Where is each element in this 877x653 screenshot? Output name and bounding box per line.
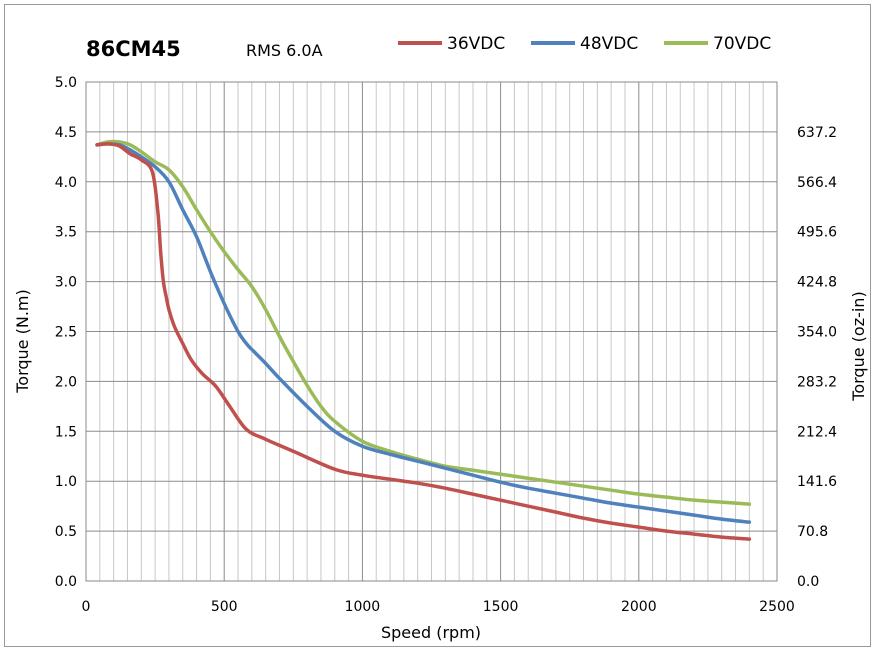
x-tick-label: 1000 [345, 599, 381, 615]
y-tick-label: 1.0 [55, 474, 77, 490]
chart-legend: 36VDC 48VDC 70VDC [398, 34, 771, 54]
y2-tick-label: 141.6 [797, 474, 837, 490]
y-tick-label: 3.5 [55, 225, 77, 241]
plot-border [85, 81, 778, 582]
y2-tick-label: 70.8 [797, 524, 828, 540]
y2-tick-label: 566.4 [797, 175, 837, 191]
y-axis-label: Torque (N.m) [13, 289, 32, 394]
grid-lines [86, 82, 777, 581]
tick-labels: 0.0 0.5 1.0 1.5 2.0 2.5 3.0 3.5 4.0 4.5 5.0 0.0 70.8… [55, 75, 837, 615]
legend-label-36vdc: 36VDC [447, 34, 505, 54]
x-tick-label: 500 [211, 599, 238, 615]
y2-tick-label: 495.6 [797, 225, 837, 241]
series-line-36vdc [95, 142, 752, 541]
y2-tick-label: 637.2 [797, 125, 837, 141]
legend-label-48vdc: 48VDC [580, 34, 638, 54]
y2-tick-label: 283.2 [797, 374, 837, 390]
chart-title: 86CM45 [86, 37, 181, 61]
x-tick-label: 0 [82, 599, 91, 615]
y2-tick-label: 212.4 [797, 424, 837, 440]
y-tick-label: 4.5 [55, 125, 77, 141]
y-tick-label: 0.0 [55, 574, 77, 590]
x-tick-label: 2000 [621, 599, 657, 615]
x-tick-label: 1500 [483, 599, 519, 615]
series-lines [95, 139, 752, 541]
y-tick-label: 3.0 [55, 275, 77, 291]
x-axis-label: Speed (rpm) [381, 623, 481, 642]
y2-axis-label: Torque (oz-in) [849, 291, 868, 401]
y-tick-label: 2.5 [55, 325, 77, 341]
y-tick-label: 5.0 [55, 75, 77, 91]
y2-tick-label: 0.0 [797, 574, 819, 590]
chart-frame [4, 4, 871, 647]
y-tick-label: 4.0 [55, 175, 77, 191]
series-line-48vdc [95, 142, 752, 524]
y-tick-label: 1.5 [55, 424, 77, 440]
y-tick-label: 2.0 [55, 374, 77, 390]
y2-tick-label: 354.0 [797, 325, 837, 341]
y2-tick-label: 424.8 [797, 275, 837, 291]
legend-label-70vdc: 70VDC [713, 34, 771, 54]
x-tick-label: 2500 [759, 599, 795, 615]
chart-subtitle: RMS 6.0A [246, 41, 323, 60]
series-line-70vdc [95, 139, 752, 506]
y-tick-label: 0.5 [55, 524, 77, 540]
